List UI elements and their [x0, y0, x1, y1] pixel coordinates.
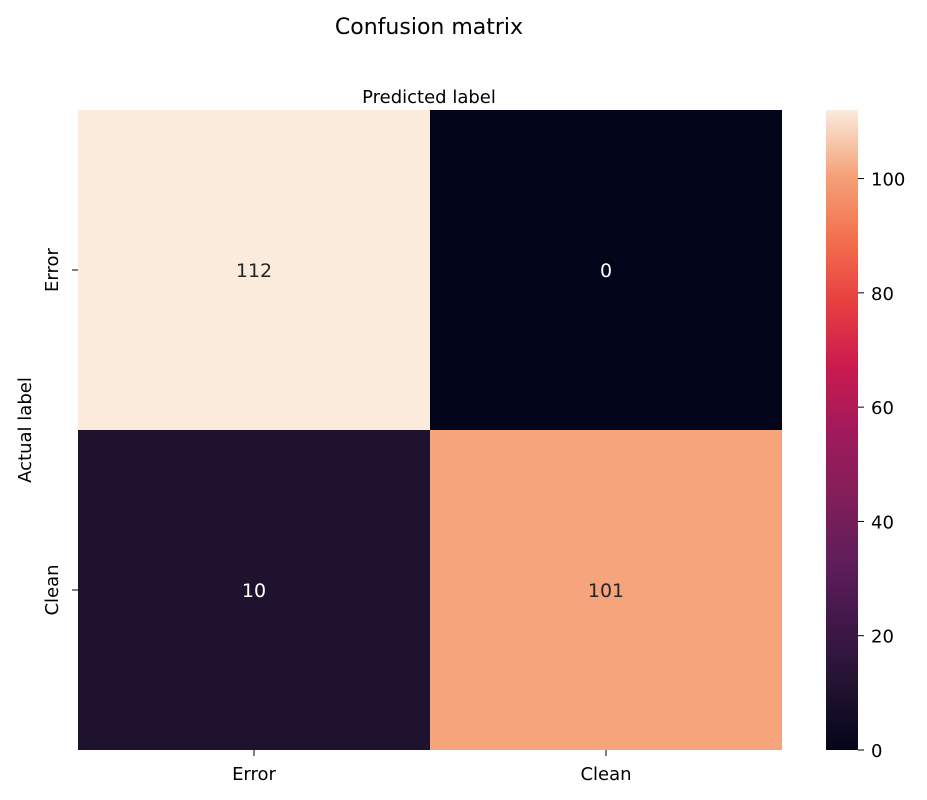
x-tick-group: Error Clean — [232, 750, 632, 785]
x-axis-label: Predicted label — [362, 87, 496, 108]
cell-value-label: 112 — [236, 260, 272, 282]
colorbar — [826, 110, 858, 750]
y-tick-label: Clean — [42, 564, 63, 615]
y-axis-label: Actual label — [15, 377, 36, 483]
heatmap-cell — [78, 430, 430, 750]
chart-title: Confusion matrix — [335, 15, 523, 40]
colorbar-tick-label: 100 — [871, 170, 905, 191]
heatmap-cell — [430, 430, 782, 750]
colorbar-tick-label: 0 — [871, 741, 882, 762]
x-tick-label: Clean — [580, 764, 631, 785]
colorbar-tick-label: 80 — [871, 284, 894, 305]
heatmap-cells: 112 0 10 101 — [78, 110, 782, 750]
x-tick-label: Error — [232, 764, 276, 785]
colorbar-tick-label: 20 — [871, 627, 894, 648]
cell-value-label: 101 — [588, 580, 624, 602]
colorbar-tick-label: 60 — [871, 398, 894, 419]
y-tick-label: Error — [42, 247, 63, 291]
heatmap-cell — [430, 110, 782, 430]
y-tick-group: Error Clean — [42, 247, 78, 616]
cell-value-label: 0 — [600, 260, 612, 282]
colorbar-tick-group: 0 20 40 60 80 100 — [858, 170, 905, 762]
colorbar-tick-label: 40 — [871, 512, 894, 533]
heatmap-cell — [78, 110, 430, 430]
cell-value-label: 10 — [242, 580, 266, 602]
